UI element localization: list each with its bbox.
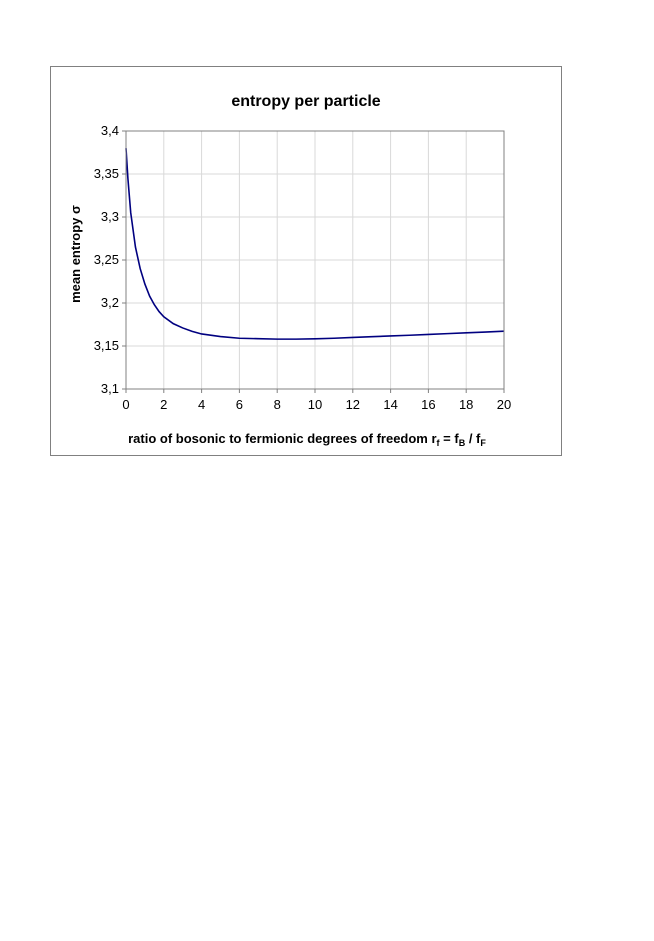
plot-area-border	[125, 130, 505, 390]
x-tick-label: 14	[383, 397, 397, 412]
y-tick-label: 3,35	[94, 166, 119, 181]
y-tick-label: 3,15	[94, 338, 119, 353]
x-tick-label: 18	[459, 397, 473, 412]
tick-labels: 3,1 3,15 3,2 3,25 3,3 3,35 3,4 0 2 4 6 8 10 12 14 16 18 2…	[94, 123, 512, 412]
x-tick-label: 2	[160, 397, 167, 412]
y-axis-label: mean entropy σ	[68, 205, 83, 303]
x-axis-label: ratio of bosonic to fermionic degrees of…	[128, 431, 486, 448]
x-tick-label: 6	[236, 397, 243, 412]
series-line	[125, 148, 505, 340]
chart-svg: entropy per particle 3,13,153,23,253,33,…	[68, 93, 512, 448]
x-tick-label: 4	[198, 397, 205, 412]
x-tick-label: 12	[346, 397, 360, 412]
y-tick-label: 3,1	[101, 381, 119, 396]
x-tick-label: 8	[274, 397, 281, 412]
y-tick-label: 3,3	[101, 209, 119, 224]
gridlines	[125, 130, 505, 390]
y-tick-label: 3,2	[101, 295, 119, 310]
axes	[122, 130, 505, 393]
x-tick-label: 0	[122, 397, 129, 412]
y-tick-label: 3,4	[101, 123, 119, 138]
x-tick-label: 10	[308, 397, 322, 412]
chart-frame: entropy per particle 3,1 3,15 3,2 3,25 3,3 3,…	[50, 66, 562, 456]
chart-title: entropy per particle	[231, 93, 380, 110]
x-tick-label: 20	[497, 397, 511, 412]
y-tick-label: 3,25	[94, 252, 119, 267]
x-tick-label: 16	[421, 397, 435, 412]
